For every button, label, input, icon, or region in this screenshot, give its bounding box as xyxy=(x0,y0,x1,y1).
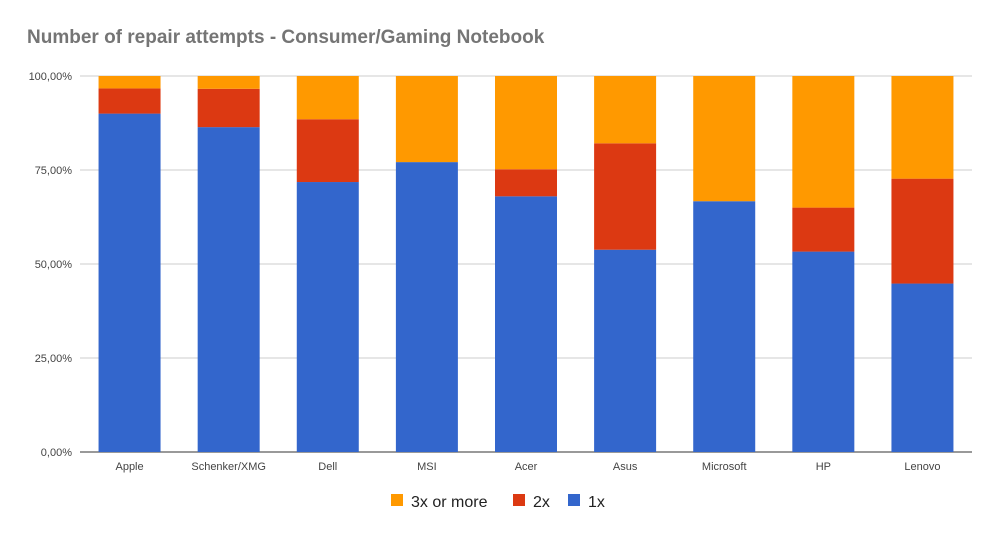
bar-segment-3x-or-more[interactable] xyxy=(792,76,855,208)
bar-segment-1x[interactable] xyxy=(98,113,161,452)
y-tick-label: 0,00% xyxy=(41,447,72,459)
x-tick-label: Lenovo xyxy=(904,461,940,473)
y-tick-label: 50,00% xyxy=(35,259,73,271)
x-axis-ticks: Apple Schenker/XMG Dell MSI Acer Asus Microsof… xyxy=(115,461,940,473)
legend-label: 1x xyxy=(588,494,605,511)
bars xyxy=(98,76,954,453)
legend-swatch xyxy=(391,494,403,506)
legend[interactable]: 3x or more 2x 1x xyxy=(391,494,605,511)
y-axis-ticks: 0,00% 25,00% 50,00% 75,00% 100,00% xyxy=(29,71,73,459)
bar-segment-3x-or-more[interactable] xyxy=(98,76,161,89)
x-tick-label: MSI xyxy=(417,461,437,473)
bar-segment-3x-or-more[interactable] xyxy=(495,76,557,170)
bar-segment-2x[interactable] xyxy=(98,88,161,114)
x-tick-label: Asus xyxy=(613,461,638,473)
bar-segment-1x[interactable] xyxy=(395,162,458,452)
legend-item[interactable]: 3x or more xyxy=(391,494,488,511)
bar-segment-2x[interactable] xyxy=(296,119,359,183)
bar-segment-3x-or-more[interactable] xyxy=(296,76,359,120)
legend-label: 3x or more xyxy=(411,494,488,511)
bar-segment-1x[interactable] xyxy=(891,283,954,452)
x-tick-label: Schenker/XMG xyxy=(191,461,266,473)
chart-title: Number of repair attempts - Consumer/Gam… xyxy=(27,27,545,48)
bar-segment-3x-or-more[interactable] xyxy=(395,76,458,163)
legend-item[interactable]: 1x xyxy=(568,494,605,511)
bar-segment-2x[interactable] xyxy=(495,169,557,197)
x-tick-label: Dell xyxy=(318,461,337,473)
bar-segment-3x-or-more[interactable] xyxy=(891,76,954,179)
legend-item[interactable]: 2x xyxy=(513,494,550,511)
x-tick-label: Microsoft xyxy=(702,461,747,473)
bar-segment-1x[interactable] xyxy=(792,251,855,452)
x-tick-label: HP xyxy=(816,461,831,473)
x-tick-label: Apple xyxy=(115,461,143,473)
y-tick-label: 100,00% xyxy=(29,71,73,83)
bar-segment-1x[interactable] xyxy=(495,196,557,452)
legend-label: 2x xyxy=(533,494,550,511)
bar-segment-3x-or-more[interactable] xyxy=(594,76,657,144)
bar-segment-1x[interactable] xyxy=(594,249,657,452)
bar-segment-2x[interactable] xyxy=(792,207,855,252)
bar-segment-1x[interactable] xyxy=(296,182,359,453)
legend-swatch xyxy=(568,494,580,506)
bar-segment-3x-or-more[interactable] xyxy=(197,76,260,89)
x-tick-label: Acer xyxy=(515,461,538,473)
bar-segment-1x[interactable] xyxy=(693,201,756,452)
legend-swatch xyxy=(513,494,525,506)
bar-segment-3x-or-more[interactable] xyxy=(693,76,756,202)
bar-segment-2x[interactable] xyxy=(891,178,954,284)
bar-segment-2x[interactable] xyxy=(594,143,657,250)
bar-segment-2x[interactable] xyxy=(197,88,260,128)
bar-segment-1x[interactable] xyxy=(197,127,260,453)
y-tick-label: 75,00% xyxy=(35,165,73,177)
y-tick-label: 25,00% xyxy=(35,353,73,365)
